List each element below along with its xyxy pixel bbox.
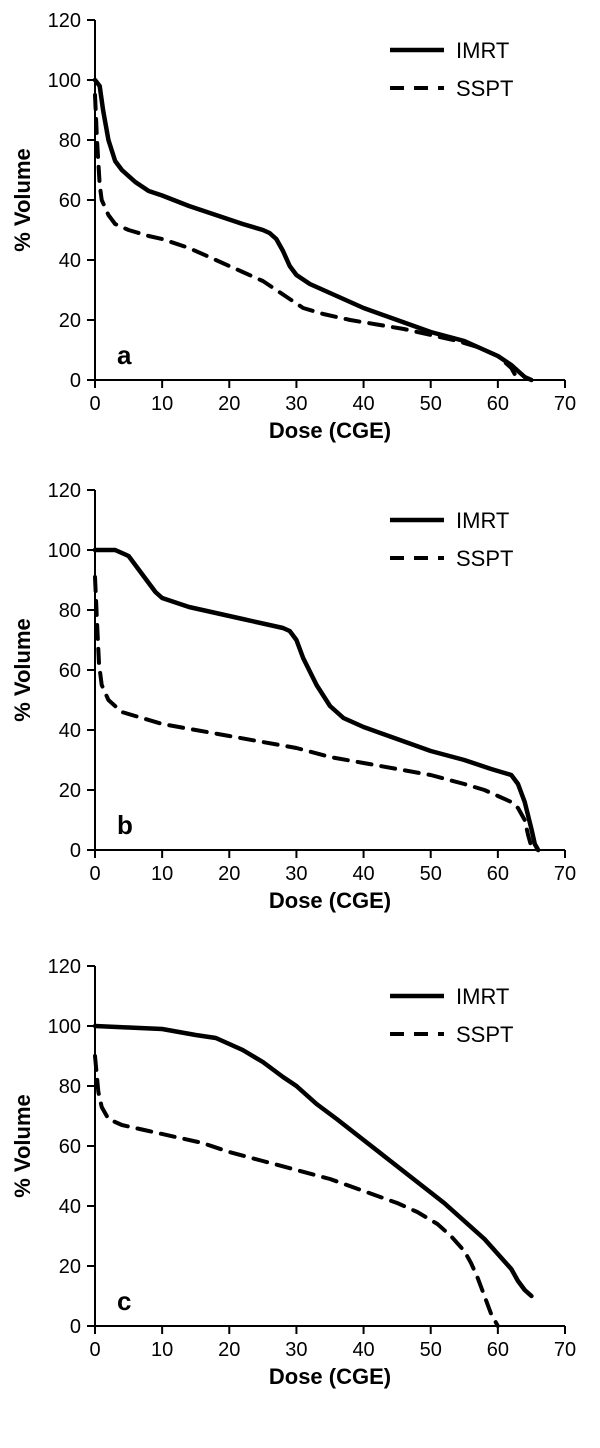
y-tick-label: 100 [48,540,81,562]
x-tick-label: 50 [420,863,442,885]
y-tick-label: 40 [59,1196,81,1218]
x-tick-label: 0 [89,1339,100,1361]
legend-label-imrt: IMRT [456,508,509,533]
y-tick-label: 120 [48,956,81,978]
x-axis-title: Dose (CGE) [269,418,391,443]
x-tick-label: 30 [285,863,307,885]
x-tick-label: 70 [554,1339,576,1361]
x-tick-label: 20 [218,1339,240,1361]
legend-label-sspt: SSPT [456,1022,513,1047]
x-tick-label: 30 [285,393,307,415]
series-imrt [95,80,531,380]
x-tick-label: 40 [352,393,374,415]
x-tick-label: 20 [218,863,240,885]
x-tick-label: 10 [151,863,173,885]
y-tick-label: 80 [59,1076,81,1098]
y-tick-label: 120 [48,10,81,32]
x-tick-label: 50 [420,1339,442,1361]
x-tick-label: 60 [487,1339,509,1361]
x-axis-title: Dose (CGE) [269,888,391,913]
x-tick-label: 50 [420,393,442,415]
y-tick-label: 100 [48,70,81,92]
x-tick-label: 0 [89,393,100,415]
y-tick-label: 100 [48,1016,81,1038]
x-axis-title: Dose (CGE) [269,1364,391,1389]
panel-b: 0 10 20 30 40 50 60 70 0 20 40 60 80 100 120 Dose (CGE)… [0,470,600,946]
y-tick-label: 40 [59,720,81,742]
figure: 010203040506070020406080100120Dose (CGE)… [0,0,600,1426]
y-axis-title: % Volume [10,148,35,252]
x-tick-label: 40 [352,863,374,885]
y-tick-label: 0 [70,1316,81,1338]
x-tick-label: 30 [285,1339,307,1361]
x-tick-label: 70 [554,863,576,885]
legend-label-sspt: SSPT [456,546,513,571]
y-tick-label: 20 [59,1256,81,1278]
x-tick-label: 0 [89,863,100,885]
y-tick-label: 0 [70,370,81,392]
y-tick-label: 80 [59,600,81,622]
y-tick-label: 120 [48,480,81,502]
x-tick-label: 70 [554,393,576,415]
y-tick-label: 20 [59,780,81,802]
series-sspt [95,577,533,850]
y-tick-label: 80 [59,130,81,152]
y-tick-label: 60 [59,1136,81,1158]
panel-a: 0 10 20 30 40 50 60 70 0 20 40 60 80 100 120 Dose (CGE)… [0,0,600,470]
x-tick-label: 10 [151,1339,173,1361]
panel-label: a [117,340,132,370]
series-imrt [95,550,538,850]
x-tick-label: 10 [151,393,173,415]
x-tick-label: 60 [487,863,509,885]
panel-c: 0 10 20 30 40 50 60 70 0 20 40 60 80 100 120 Dose (CGE)… [0,946,600,1426]
x-tick-label: 40 [352,1339,374,1361]
panel-label: c [117,1286,131,1316]
y-axis-title: % Volume [10,1094,35,1198]
y-tick-label: 20 [59,310,81,332]
y-axis-title: % Volume [10,618,35,722]
panel-label: b [117,810,133,840]
y-tick-label: 40 [59,250,81,272]
y-tick-label: 60 [59,190,81,212]
legend-label-imrt: IMRT [456,984,509,1009]
series-sspt [95,1056,498,1326]
x-tick-label: 60 [487,393,509,415]
legend-label-imrt: IMRT [456,38,509,63]
x-tick-label: 20 [218,393,240,415]
legend-label-sspt: SSPT [456,76,513,101]
y-tick-label: 0 [70,840,81,862]
y-tick-label: 60 [59,660,81,682]
